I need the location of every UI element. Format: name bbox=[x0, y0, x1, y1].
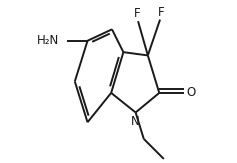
Text: H₂N: H₂N bbox=[37, 34, 59, 47]
Text: N: N bbox=[131, 115, 140, 128]
Text: O: O bbox=[187, 86, 196, 99]
Text: F: F bbox=[158, 6, 164, 19]
Text: F: F bbox=[134, 7, 141, 20]
